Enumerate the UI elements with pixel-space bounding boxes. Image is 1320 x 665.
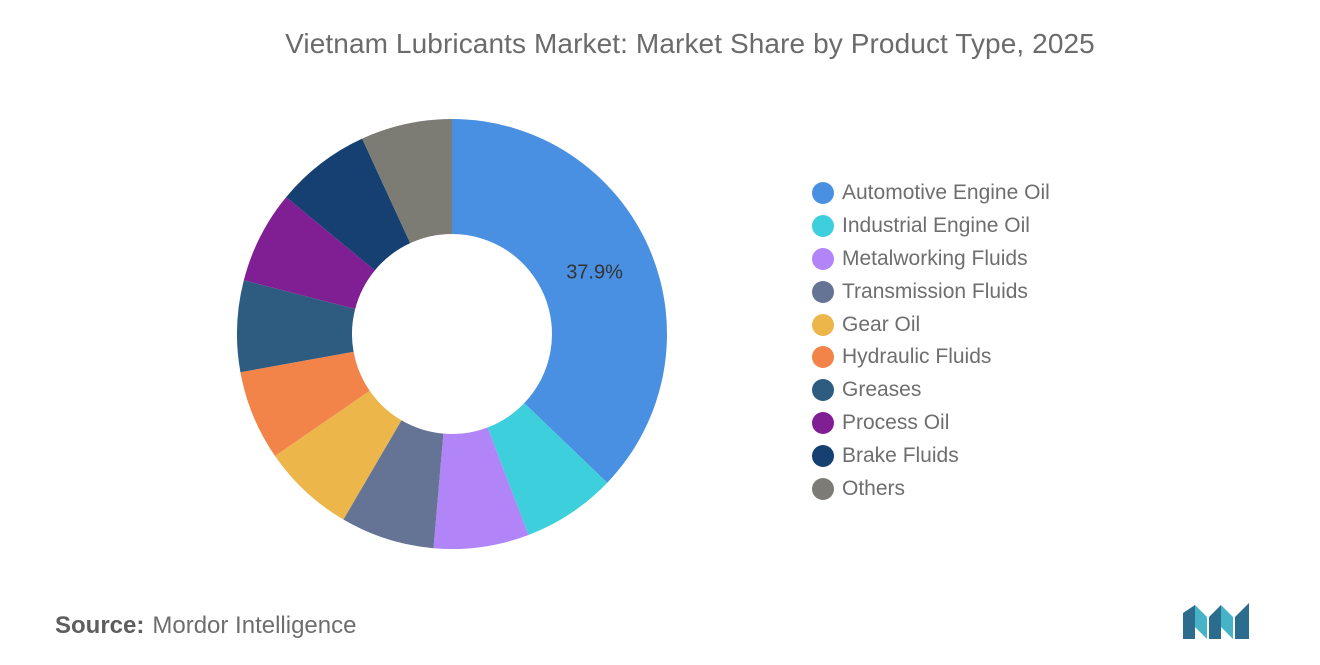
source-text: Mordor Intelligence (152, 612, 357, 639)
legend-item-brake-fluids: Brake Fluids (812, 439, 1050, 472)
legend-swatch (812, 444, 834, 467)
legend-swatch (812, 379, 834, 402)
slice-transmission-fluids (343, 420, 444, 549)
legend-swatch (812, 477, 834, 500)
legend-item-greases: Greases (812, 374, 1050, 407)
slice-greases (237, 280, 356, 373)
legend: Automotive Engine Oil Industrial Engine O… (812, 177, 1050, 505)
legend-item-transmission-fluids: Transmission Fluids (812, 275, 1050, 308)
chart-title: Vietnam Lubricants Market: Market Share … (285, 28, 1095, 59)
legend-item-hydraulic-fluids: Hydraulic Fluids (812, 341, 1050, 374)
legend-label: Hydraulic Fluids (842, 345, 992, 369)
legend-swatch (812, 247, 834, 270)
legend-label: Industrial Engine Oil (842, 214, 1030, 238)
legend-label: Brake Fluids (842, 443, 959, 467)
legend-label: Gear Oil (842, 312, 921, 336)
legend-label: Process Oil (842, 410, 950, 434)
legend-label: Others (842, 476, 906, 500)
data-label-automotive-engine-oil: 37.9% (566, 261, 623, 283)
donut-chart: 37.9% (237, 119, 667, 549)
legend-swatch (812, 346, 834, 369)
slice-process-oil (243, 197, 375, 310)
legend-swatch (812, 313, 834, 336)
slice-others (362, 119, 452, 244)
legend-label: Greases (842, 378, 922, 402)
mordor-logo-icon (1183, 603, 1249, 639)
legend-label: Automotive Engine Oil (842, 181, 1050, 205)
data-labels: 37.9% (566, 261, 623, 283)
legend-swatch (812, 215, 834, 238)
legend-item-industrial-engine-oil: Industrial Engine Oil (812, 210, 1050, 243)
donut-slices (237, 119, 667, 549)
slice-hydraulic-fluids (240, 351, 370, 457)
legend-swatch (812, 182, 834, 205)
slice-metalworking-fluids (433, 427, 529, 549)
legend-item-automotive-engine-oil: Automotive Engine Oil (812, 177, 1050, 210)
slice-automotive-engine-oil (452, 119, 667, 483)
source-note: Source: Mordor Intelligence (55, 612, 356, 640)
source-label: Source: (55, 612, 145, 639)
legend-swatch (812, 411, 834, 434)
legend-item-metalworking-fluids: Metalworking Fluids (812, 243, 1050, 276)
legend-label: Metalworking Fluids (842, 246, 1028, 270)
slice-brake-fluids (286, 138, 411, 271)
slice-industrial-engine-oil (487, 403, 608, 535)
legend-swatch (812, 280, 834, 303)
legend-item-gear-oil: Gear Oil (812, 308, 1050, 341)
legend-label: Transmission Fluids (842, 279, 1028, 303)
legend-item-others: Others (812, 472, 1050, 505)
slice-gear-oil (275, 390, 402, 520)
legend-item-process-oil: Process Oil (812, 407, 1050, 440)
